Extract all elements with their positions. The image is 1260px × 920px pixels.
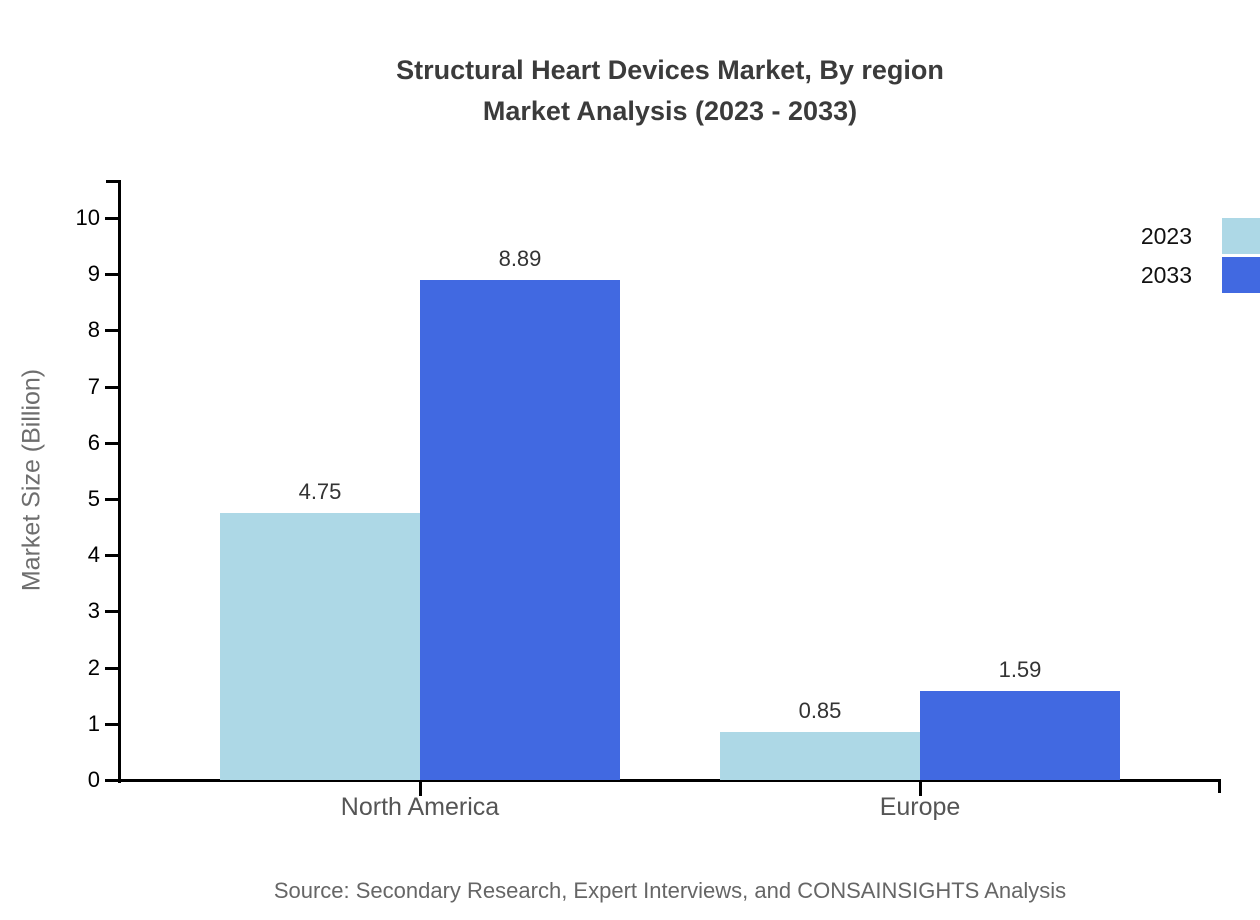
y-tick	[105, 779, 118, 782]
bar-value-label: 8.89	[498, 246, 542, 272]
y-axis-top-cap	[106, 180, 118, 183]
bar-value-label: 4.75	[298, 479, 342, 505]
chart-title-line1: Structural Heart Devices Market, By regi…	[396, 55, 944, 85]
legend-swatch	[1222, 218, 1260, 254]
y-tick	[105, 498, 118, 501]
x-axis-right-cap	[1218, 779, 1221, 793]
x-axis-line	[118, 779, 1221, 782]
x-category-label: Europe	[879, 793, 961, 821]
y-axis-line	[118, 180, 121, 783]
y-tick-label: 4	[87, 542, 100, 568]
bar-2023-north-america	[220, 513, 420, 780]
y-tick	[105, 385, 118, 389]
y-tick-label: 10	[75, 205, 100, 230]
y-tick-label: 5	[87, 486, 100, 511]
legend-item-2023: 2023	[1141, 218, 1260, 254]
y-tick	[105, 441, 118, 445]
legend-label: 2023	[1140, 222, 1192, 249]
y-tick-label: 2	[87, 654, 100, 680]
bar-2033-europe	[920, 690, 1120, 780]
bar-2023-europe	[720, 732, 920, 780]
y-tick	[105, 554, 118, 558]
bar-2033-north-america	[420, 280, 620, 780]
legend: 2023 2033	[1141, 218, 1260, 296]
y-tick	[105, 329, 118, 333]
y-tick	[105, 273, 118, 277]
y-tick-label: 0	[87, 767, 100, 792]
y-tick	[105, 610, 118, 614]
x-tick	[419, 782, 422, 796]
legend-swatch	[1222, 257, 1260, 293]
y-tick-label: 6	[87, 429, 100, 455]
source-note: Source: Secondary Research, Expert Inter…	[273, 878, 1067, 903]
legend-item-2033: 2033	[1141, 257, 1260, 293]
y-tick-label: 8	[87, 317, 100, 343]
x-category-label: North America	[340, 793, 500, 821]
chart-title-line2: Market Analysis (2023 - 2033)	[482, 96, 858, 126]
y-tick-label: 1	[87, 710, 100, 736]
y-tick	[105, 217, 118, 220]
chart-title: Structural Heart Devices Market, By regi…	[80, 50, 1260, 132]
legend-label: 2033	[1140, 261, 1192, 288]
bar-value-label: 1.59	[998, 656, 1042, 682]
x-tick	[919, 782, 922, 796]
y-tick-label: 9	[87, 261, 100, 287]
bar-value-label: 0.85	[798, 698, 842, 724]
y-tick	[105, 666, 118, 670]
y-tick	[105, 722, 118, 726]
y-tick-label: 7	[87, 373, 100, 399]
y-tick-label: 3	[87, 598, 100, 624]
